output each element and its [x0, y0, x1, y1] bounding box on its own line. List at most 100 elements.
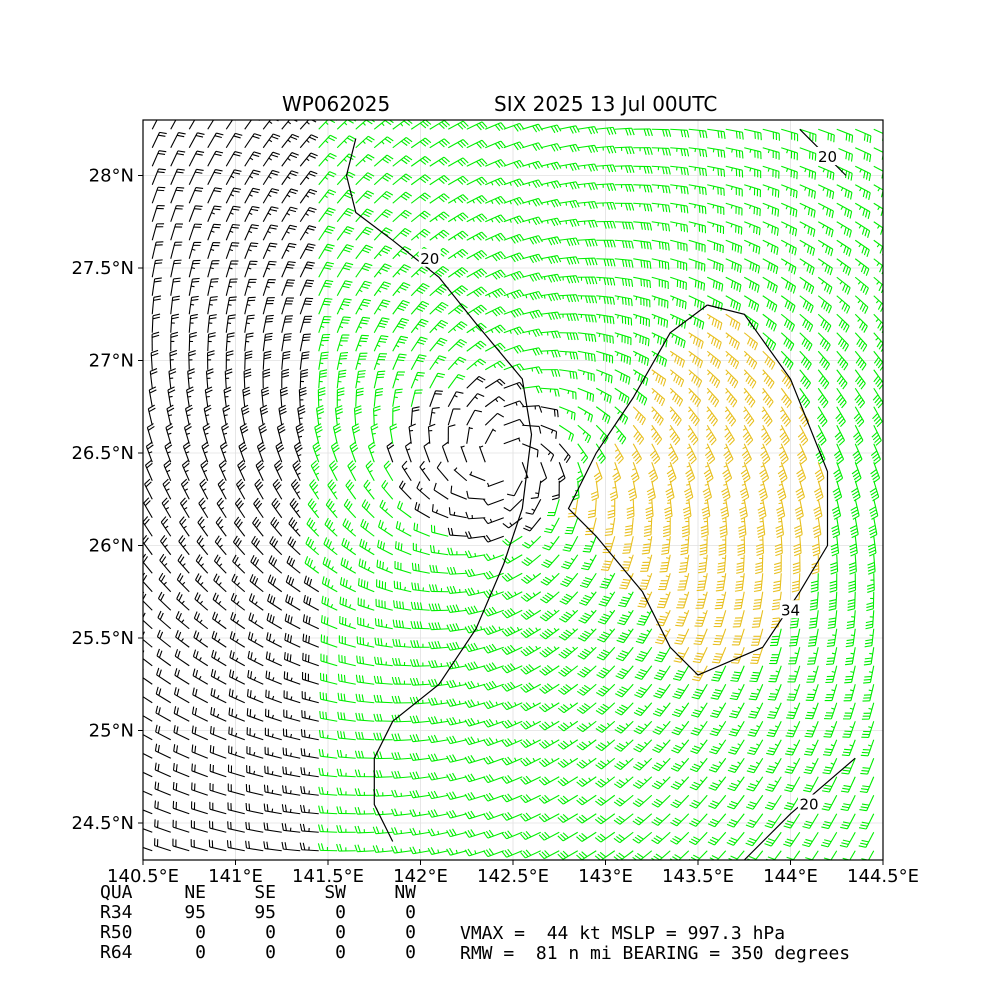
wind-barb	[774, 536, 783, 557]
wind-barb	[229, 650, 246, 667]
barb-feather	[677, 619, 685, 621]
barb-feather	[228, 669, 232, 677]
barb-feather	[721, 490, 729, 496]
barb-feather	[525, 683, 532, 690]
barb-feather	[291, 540, 297, 548]
wind-barb	[768, 665, 782, 683]
barb-feather	[327, 579, 330, 587]
barb-feather	[644, 528, 652, 531]
barb-feather	[362, 656, 365, 664]
barb-feather	[467, 588, 473, 596]
wind-barb	[483, 662, 504, 673]
barb-feather	[847, 605, 855, 608]
barb-feather	[633, 730, 641, 735]
barb-feather	[648, 469, 655, 475]
wind-barb	[520, 591, 542, 602]
barb-half-feather	[384, 508, 388, 512]
barb-feather	[649, 472, 656, 478]
barb-feather	[624, 534, 632, 537]
barb-feather	[240, 447, 248, 453]
barb-feather	[345, 560, 349, 568]
wind-barb	[427, 697, 449, 706]
barb-feather	[700, 525, 708, 529]
barb-feather	[793, 543, 801, 548]
barb-feather	[295, 423, 303, 428]
wind-barb	[577, 443, 589, 464]
barb-feather	[825, 748, 833, 751]
barb-feather	[675, 708, 683, 713]
barb-feather	[181, 500, 188, 507]
wind-barb	[839, 831, 856, 848]
wind-barb	[850, 499, 860, 520]
barb-feather	[345, 479, 351, 486]
barb-half-feather	[385, 642, 388, 647]
barb-half-feather	[290, 677, 293, 682]
barb-feather	[723, 472, 730, 478]
wind-barb	[464, 829, 486, 838]
wind-barb	[655, 610, 671, 627]
barb-feather	[354, 807, 358, 815]
wind-barb	[464, 717, 486, 727]
barb-half-feather	[589, 558, 594, 562]
wind-barb	[209, 801, 227, 815]
wind-barb	[596, 665, 616, 679]
barb-feather	[578, 779, 586, 786]
barb-feather	[746, 806, 754, 810]
barb-feather	[310, 481, 317, 488]
barb-feather	[842, 839, 851, 843]
barb-feather	[255, 540, 261, 548]
barb-feather	[488, 737, 494, 744]
barb-feather	[721, 512, 729, 517]
barb-feather	[539, 634, 546, 640]
barb-feather	[265, 670, 268, 678]
barb-feather	[747, 803, 755, 808]
barb-feather	[315, 429, 323, 434]
barb-feather	[539, 688, 546, 694]
barb-feather	[321, 805, 324, 814]
wind-barb	[501, 830, 523, 840]
wind-barb	[245, 784, 264, 796]
barb-feather	[576, 745, 583, 751]
barb-feather	[452, 698, 457, 706]
barb-feather	[655, 674, 663, 678]
wind-barb	[860, 739, 875, 757]
barb-feather	[741, 472, 749, 478]
barb-feather	[541, 741, 548, 748]
wind-barb	[191, 782, 208, 796]
wind-barb	[372, 826, 393, 835]
barb-feather	[395, 657, 398, 666]
barb-half-feather	[721, 594, 726, 596]
barb-feather	[562, 795, 569, 802]
wind-barb	[356, 655, 375, 667]
barb-half-feather	[330, 603, 334, 608]
barb-feather	[306, 557, 311, 566]
barb-feather	[774, 543, 782, 548]
barb-feather	[483, 813, 489, 820]
wind-barb	[615, 683, 634, 698]
barb-feather	[354, 844, 358, 852]
barb-feather	[464, 645, 470, 652]
wind-barb	[173, 706, 190, 722]
barb-feather	[466, 490, 469, 499]
barb-half-feather	[741, 483, 746, 486]
barb-feather	[522, 832, 529, 839]
barb-feather	[814, 512, 822, 517]
barb-feather	[851, 490, 859, 496]
wind-barb	[192, 687, 209, 704]
barb-staff	[735, 850, 745, 860]
wind-barb	[143, 669, 153, 685]
wind-barb	[822, 758, 838, 775]
barb-feather	[349, 441, 357, 447]
barb-feather	[376, 713, 380, 722]
barb-feather	[596, 674, 604, 679]
barb-feather	[767, 750, 775, 753]
barb-feather	[520, 796, 526, 804]
barb-half-feather	[868, 671, 873, 673]
barb-feather	[325, 498, 331, 506]
wind-barb	[357, 597, 375, 611]
barb-feather	[560, 797, 567, 803]
barb-feather	[143, 572, 146, 577]
wind-barb	[520, 627, 542, 639]
barb-feather	[468, 531, 472, 539]
barb-feather	[180, 497, 186, 504]
